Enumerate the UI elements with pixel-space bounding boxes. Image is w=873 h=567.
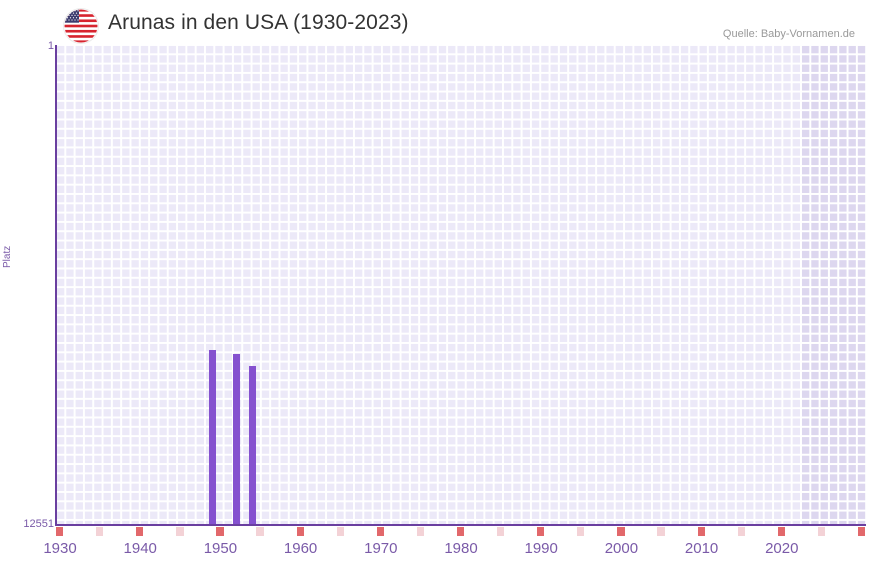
bar-1954	[249, 365, 256, 524]
y-axis-top-label: 1	[47, 40, 54, 52]
x-axis-label-1940: 1940	[123, 540, 157, 557]
y-axis-title: Platz	[2, 245, 13, 268]
x-axis-label-2010: 2010	[684, 540, 719, 557]
x-axis-label-2020: 2020	[765, 540, 799, 557]
x-marker-1985	[497, 527, 505, 536]
x-marker-1960	[296, 527, 304, 536]
x-marker-1940	[136, 527, 144, 536]
x-marker-1995	[577, 527, 585, 536]
x-marker-2000	[617, 527, 625, 536]
x-axis-marker-strip	[56, 527, 866, 536]
x-marker-1930	[56, 527, 64, 536]
x-marker-1965	[336, 527, 344, 536]
x-marker-1955	[256, 527, 264, 536]
grid-lines	[56, 45, 866, 524]
x-marker-1980	[456, 527, 465, 536]
x-marker-1935	[96, 527, 104, 536]
source-label: Quelle: Baby-Vornamen.de	[722, 28, 855, 40]
x-axis-label-1950: 1950	[203, 540, 238, 557]
x-axis-label-1980: 1980	[444, 540, 478, 557]
x-marker-2005	[657, 527, 665, 536]
x-marker-1950	[216, 527, 224, 536]
x-axis-label-1930: 1930	[43, 540, 77, 557]
x-marker-1970	[376, 527, 384, 536]
y-axis-bottom-label: 12551	[23, 518, 54, 530]
x-marker-1945	[176, 527, 184, 536]
plot-area	[56, 45, 866, 524]
chart-title: Arunas in den USA (1930-2023)	[108, 11, 409, 34]
bar-1949	[209, 349, 216, 524]
x-axis-label-2000: 2000	[604, 540, 639, 557]
x-marker-2015	[737, 527, 745, 536]
x-marker-1975	[416, 527, 425, 536]
us-flag-icon	[64, 9, 98, 43]
x-axis-line	[55, 524, 866, 526]
x-marker-1990	[537, 527, 545, 536]
x-marker-2025	[817, 527, 826, 536]
chart-header: Arunas in den USA (1930-2023) Quelle: Ba…	[0, 0, 873, 44]
bar-1952	[233, 353, 240, 524]
x-axis-label-1970: 1970	[364, 540, 398, 557]
x-marker-2030	[857, 527, 866, 536]
y-axis-line	[55, 45, 57, 525]
x-axis-label-1990: 1990	[524, 540, 558, 557]
x-marker-2010	[697, 527, 705, 536]
x-axis-label-1960: 1960	[283, 540, 318, 557]
x-marker-2020	[777, 527, 785, 536]
